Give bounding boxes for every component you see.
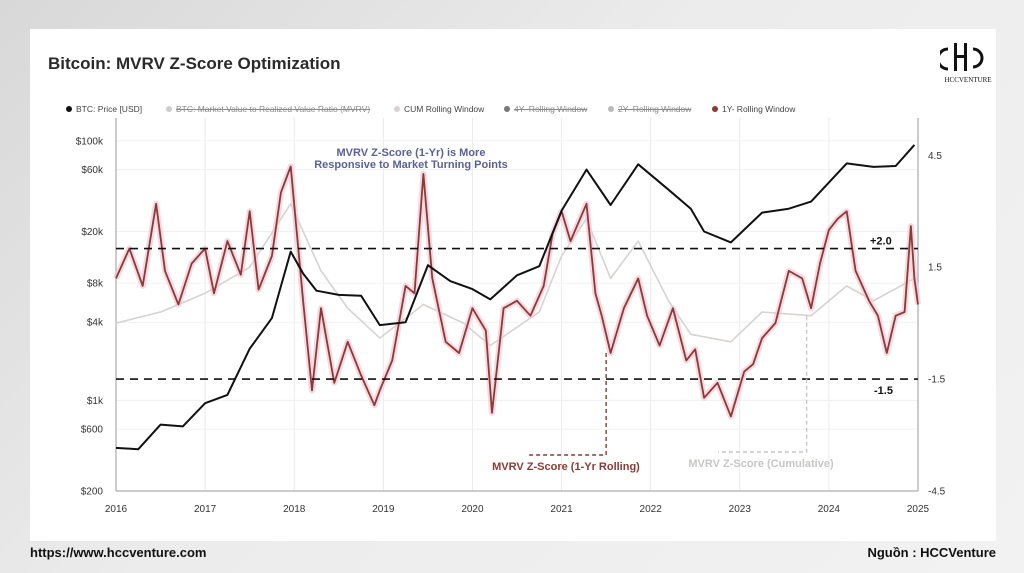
- callout-1y-leader: [528, 352, 607, 456]
- legend-marker-icon: [608, 106, 614, 112]
- headline-annotation: Responsive to Market Turning Points: [314, 159, 508, 171]
- legend-label: CUM Rolling Window: [404, 104, 485, 114]
- legend-item[interactable]: 2Y- Rolling Window: [608, 104, 691, 114]
- brand-name: HCCVENTURE: [944, 76, 991, 84]
- legend-marker-icon: [712, 106, 718, 112]
- legend-item[interactable]: 4Y- Rolling Window: [504, 104, 587, 114]
- series-1y-glow: [113, 163, 921, 420]
- legend-marker-icon: [504, 106, 510, 112]
- legend-item[interactable]: CUM Rolling Window: [394, 104, 484, 114]
- y-left-tick-label: $8k: [87, 279, 104, 290]
- upper-threshold-label: +2.0: [870, 236, 892, 248]
- legend-item[interactable]: BTC: Price [USD]: [66, 104, 142, 114]
- callout-cum-label: MVRV Z-Score (Cumulative): [688, 458, 834, 470]
- y-right-tick-label: -1.5: [928, 375, 946, 386]
- legend-label: BTC: Market Value to Realized Value Rati…: [176, 104, 371, 114]
- lower-threshold-label: -1.5: [874, 385, 893, 397]
- y-right-tick-label: -4.5: [928, 487, 946, 498]
- x-tick-label: 2023: [729, 504, 752, 515]
- footer-url[interactable]: https://www.hccventure.com: [30, 545, 207, 560]
- y-right-tick-label: 4.5: [928, 151, 942, 162]
- x-tick-label: 2016: [105, 504, 128, 515]
- x-tick-label: 2022: [640, 504, 663, 515]
- legend-marker-icon: [394, 106, 400, 112]
- x-tick-label: 2018: [283, 504, 306, 515]
- legend-label: 1Y- Rolling Window: [722, 104, 796, 114]
- y-left-tick-label: $200: [81, 487, 104, 498]
- legend-item[interactable]: BTC: Market Value to Realized Value Rati…: [166, 104, 370, 114]
- y-left-tick-label: $100k: [76, 136, 104, 147]
- legend-label: 4Y- Rolling Window: [514, 104, 588, 114]
- x-tick-label: 2019: [372, 504, 395, 515]
- y-left-tick-label: $4k: [87, 318, 104, 329]
- chart-legend: BTC: Price [USD] BTC: Market Value to Rea…: [66, 104, 966, 120]
- headline-annotation: MVRV Z-Score (1-Yr) is More: [337, 147, 486, 159]
- callout-1y-label: MVRV Z-Score (1-Yr Rolling): [492, 461, 640, 473]
- series-1y-line: [115, 165, 919, 418]
- x-tick-label: 2020: [461, 504, 484, 515]
- legend-marker-icon: [166, 106, 172, 112]
- legend-marker-icon: [66, 106, 72, 112]
- footer-source: Nguồn : HCCVenture: [867, 545, 996, 560]
- series-cum-line: [115, 203, 915, 347]
- series-price-line: [115, 144, 916, 451]
- y-left-tick-label: $60k: [81, 165, 104, 176]
- y-left-tick-label: $1k: [87, 396, 104, 407]
- chart-title: Bitcoin: MVRV Z-Score Optimization: [48, 54, 341, 73]
- chart-card: Bitcoin: MVRV Z-Score Optimization HCCVE…: [30, 29, 996, 541]
- x-tick-label: 2017: [194, 504, 217, 515]
- x-tick-label: 2024: [818, 504, 841, 515]
- legend-label: 2Y- Rolling Window: [618, 104, 692, 114]
- legend-label: BTC: Price [USD]: [76, 104, 143, 114]
- y-left-tick-label: $600: [81, 425, 104, 436]
- x-tick-label: 2021: [550, 504, 573, 515]
- legend-item[interactable]: 1Y- Rolling Window: [712, 104, 795, 114]
- callout-cum-leader: [718, 315, 808, 453]
- x-tick-label: 2025: [907, 504, 930, 515]
- y-right-tick-label: 1.5: [928, 263, 942, 274]
- y-left-tick-label: $20k: [81, 227, 104, 238]
